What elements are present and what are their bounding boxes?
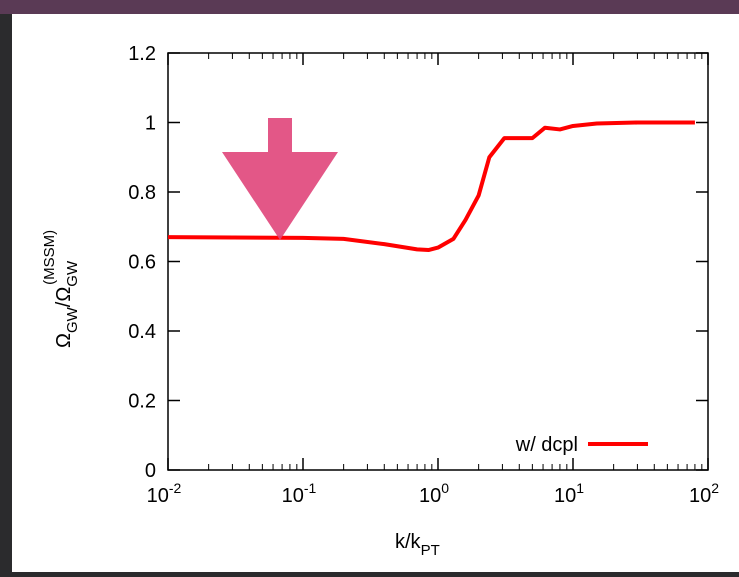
y-tick-label: 0.2: [128, 391, 156, 413]
x-tick-label: 101: [554, 480, 584, 507]
x-tick-base: 10: [419, 485, 441, 507]
x-tick-base: 10: [282, 485, 304, 507]
axis-label-part: Ω: [53, 333, 75, 348]
x-tick-exponent: 2: [711, 480, 719, 496]
x-tick-base: 10: [147, 485, 169, 507]
x-tick-exponent: 0: [441, 480, 449, 496]
axis-label-part: (MSSM): [41, 230, 58, 285]
x-tick-base: 10: [554, 485, 576, 507]
y-tick-label: 0.8: [128, 182, 156, 204]
axis-label-part: GW: [64, 306, 81, 333]
x-tick-label: 100: [419, 480, 449, 507]
legend-label: w/ dcpl: [515, 434, 578, 456]
axis-label-part: /Ω: [53, 287, 75, 308]
top-strip: [0, 0, 739, 14]
y-tick-label: 0.6: [128, 252, 156, 274]
axis-label-part: PT: [421, 542, 440, 559]
x-tick-exponent: -1: [304, 480, 317, 496]
y-tick-label: 0: [145, 460, 156, 482]
x-tick-exponent: 1: [576, 480, 584, 496]
axis-label: ΩGW/ΩGW(MSSM): [41, 230, 81, 348]
x-tick-label: 10-1: [282, 480, 317, 507]
x-tick-exponent: -2: [169, 480, 182, 496]
chart-panel: [12, 14, 739, 572]
x-tick-base: 10: [689, 485, 711, 507]
y-tick-label: 1: [145, 113, 156, 135]
plot: 00.20.40.60.811.210-2 10-1 100 101 102k/kPTΩ…: [41, 43, 719, 559]
axis-label: k/kPT: [395, 531, 440, 559]
x-tick-label: 10-2: [147, 480, 182, 507]
axis-label-part: k/k: [395, 531, 422, 553]
arrow-overlay: [222, 118, 338, 240]
data-line: [167, 120, 695, 253]
y-tick-label: 0.4: [128, 321, 156, 343]
x-tick-label: 102: [689, 480, 719, 507]
y-tick-label: 1.2: [128, 43, 156, 65]
axis-label-part: GW: [64, 260, 81, 287]
